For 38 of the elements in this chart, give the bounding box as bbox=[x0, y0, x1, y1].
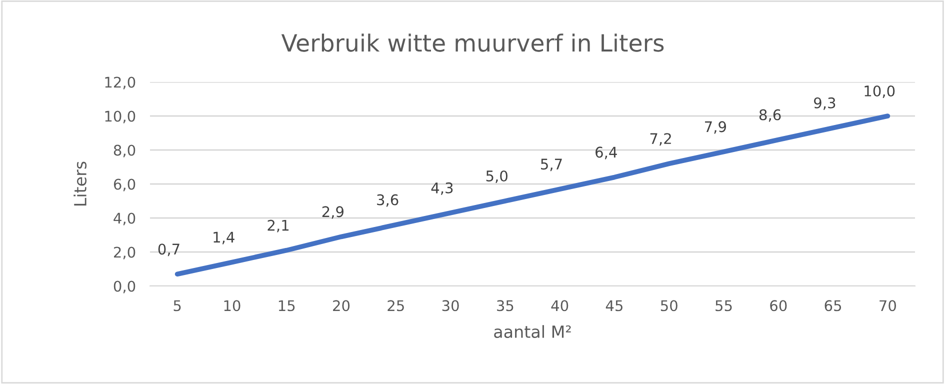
data-label: 2,9 bbox=[322, 206, 344, 219]
x-tick-label: 50 bbox=[660, 300, 678, 312]
data-label: 8,6 bbox=[759, 109, 781, 122]
y-axis-title: Liters bbox=[74, 162, 87, 206]
y-tick-label: 6,0 bbox=[114, 178, 136, 192]
data-label: 6,4 bbox=[596, 146, 617, 160]
y-tick-label: 4,0 bbox=[114, 212, 136, 226]
data-label: 7,2 bbox=[650, 133, 671, 146]
y-tick-label: 10,0 bbox=[105, 110, 136, 124]
data-label: 7,9 bbox=[705, 121, 726, 134]
data-label: 3,6 bbox=[377, 194, 398, 207]
data-label: 10,0 bbox=[864, 85, 895, 98]
x-tick-label: 10 bbox=[224, 300, 240, 312]
data-label: 2,1 bbox=[268, 220, 289, 232]
data-label: 4,3 bbox=[431, 182, 453, 195]
x-tick-label: 20 bbox=[333, 300, 350, 312]
x-tick-label: 15 bbox=[278, 300, 295, 312]
data-label: 5,0 bbox=[486, 170, 508, 183]
x-tick-label: 70 bbox=[880, 300, 896, 312]
x-tick-label: 25 bbox=[388, 300, 404, 312]
x-tick-label: 55 bbox=[716, 300, 732, 312]
y-tick-label: 0,0 bbox=[114, 280, 136, 294]
x-tick-label: 60 bbox=[770, 300, 787, 312]
y-tick-label: 8,0 bbox=[114, 144, 136, 158]
y-tick-label: 12,0 bbox=[105, 76, 136, 90]
x-tick-label: 5 bbox=[174, 300, 181, 312]
y-tick-label: 2,0 bbox=[114, 246, 136, 260]
chart-title: Verbruik witte muurverf in Liters bbox=[281, 34, 664, 52]
x-tick-label: 65 bbox=[824, 300, 842, 312]
data-label: 0,7 bbox=[158, 244, 180, 256]
data-label: 9,3 bbox=[814, 97, 836, 110]
x-tick-label: 40 bbox=[551, 300, 568, 312]
x-axis-title: aantal M² bbox=[494, 325, 571, 338]
x-tick-label: 45 bbox=[606, 300, 622, 312]
x-tick-label: 30 bbox=[442, 300, 459, 312]
data-label: 5,7 bbox=[541, 158, 562, 172]
x-tick-label: 35 bbox=[497, 300, 514, 312]
data-label: 1,4 bbox=[214, 232, 234, 244]
